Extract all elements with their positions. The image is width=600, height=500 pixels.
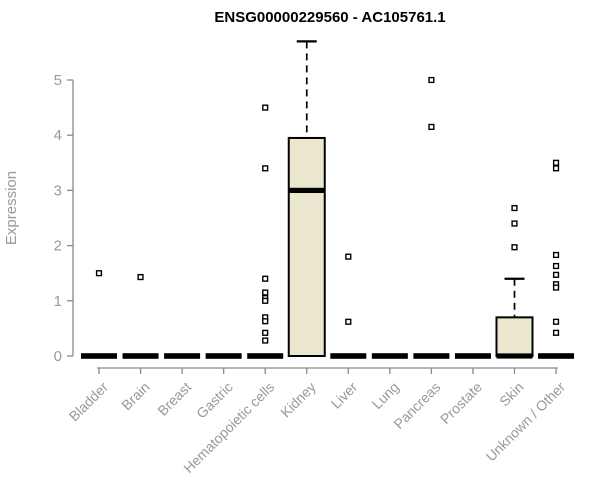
box-group-breast — [164, 353, 201, 359]
y-tick-label-2: 2 — [54, 238, 62, 255]
outlier-point — [428, 123, 435, 131]
x-tick-label-breast: Breast — [154, 379, 194, 419]
outlier-point — [552, 262, 560, 270]
outlier-point — [137, 273, 144, 281]
outlier-point — [262, 275, 269, 282]
y-tick-label-0: 0 — [54, 348, 62, 365]
collapsed-box — [247, 353, 284, 359]
y-axis: 0 1 2 3 4 5 — [54, 72, 74, 365]
collapsed-box — [454, 353, 491, 359]
box-group-prostate — [454, 353, 491, 359]
outlier-point — [345, 253, 352, 260]
box-group-bladder — [81, 270, 117, 359]
outlier-point — [511, 220, 518, 227]
median-line — [288, 187, 325, 193]
collapsed-box — [538, 353, 575, 359]
box — [287, 136, 326, 357]
box-group-skin — [495, 204, 534, 359]
collapsed-box — [330, 353, 367, 359]
collapsed-box — [81, 353, 117, 359]
outlier-point — [95, 270, 103, 277]
outlier-point — [262, 104, 269, 111]
outlier-point — [552, 251, 560, 259]
outlier-point — [262, 318, 269, 325]
plot-area — [81, 40, 575, 359]
y-tick-label-5: 5 — [54, 72, 62, 89]
x-tick-label-lung: Lung — [369, 379, 402, 412]
y-tick-label-3: 3 — [54, 182, 62, 199]
box-group-hematopoietic-cells — [247, 104, 284, 359]
x-tick-label-liver: Liver — [328, 379, 361, 412]
median-line — [496, 353, 533, 359]
box-group-brain — [122, 273, 159, 359]
box-group-lung — [371, 353, 408, 359]
outlier-point — [262, 329, 269, 336]
collapsed-box — [164, 353, 201, 359]
box-group-unknown-other — [538, 159, 575, 359]
outlier-point — [262, 165, 269, 172]
x-tick-label-prostate: Prostate — [437, 379, 485, 427]
box-group-liver — [330, 253, 367, 359]
box-group-pancreas — [413, 76, 450, 359]
outlier-point — [552, 284, 560, 291]
outlier-point — [552, 165, 560, 172]
outlier-point — [345, 318, 352, 325]
outlier-point — [552, 329, 560, 336]
outlier-point — [262, 297, 269, 304]
outlier-point — [262, 337, 269, 344]
box-group-gastric — [205, 353, 242, 359]
x-tick-label-unknown-other: Unknown / Other — [483, 379, 569, 465]
box — [495, 316, 534, 357]
y-tick-label-4: 4 — [54, 127, 62, 144]
box-group-kidney — [287, 40, 326, 357]
outlier-point — [552, 159, 560, 166]
collapsed-box — [205, 353, 242, 359]
outlier-point — [552, 318, 560, 325]
outlier-point — [511, 204, 518, 212]
collapsed-box — [413, 353, 450, 359]
outlier-point — [262, 289, 269, 296]
y-tick-label-1: 1 — [54, 293, 62, 310]
x-tick-label-kidney: Kidney — [277, 379, 319, 421]
x-tick-label-bladder: Bladder — [66, 379, 112, 425]
chart-title: ENSG00000229560 - AC105761.1 — [214, 9, 445, 26]
outlier-point — [511, 244, 518, 251]
x-tick-label-skin: Skin — [496, 379, 527, 410]
y-axis-title: Expression — [3, 171, 20, 245]
collapsed-box — [371, 353, 408, 359]
outlier-point — [552, 271, 560, 278]
outlier-point — [428, 76, 435, 84]
collapsed-box — [122, 353, 159, 359]
x-tick-label-brain: Brain — [118, 379, 152, 413]
